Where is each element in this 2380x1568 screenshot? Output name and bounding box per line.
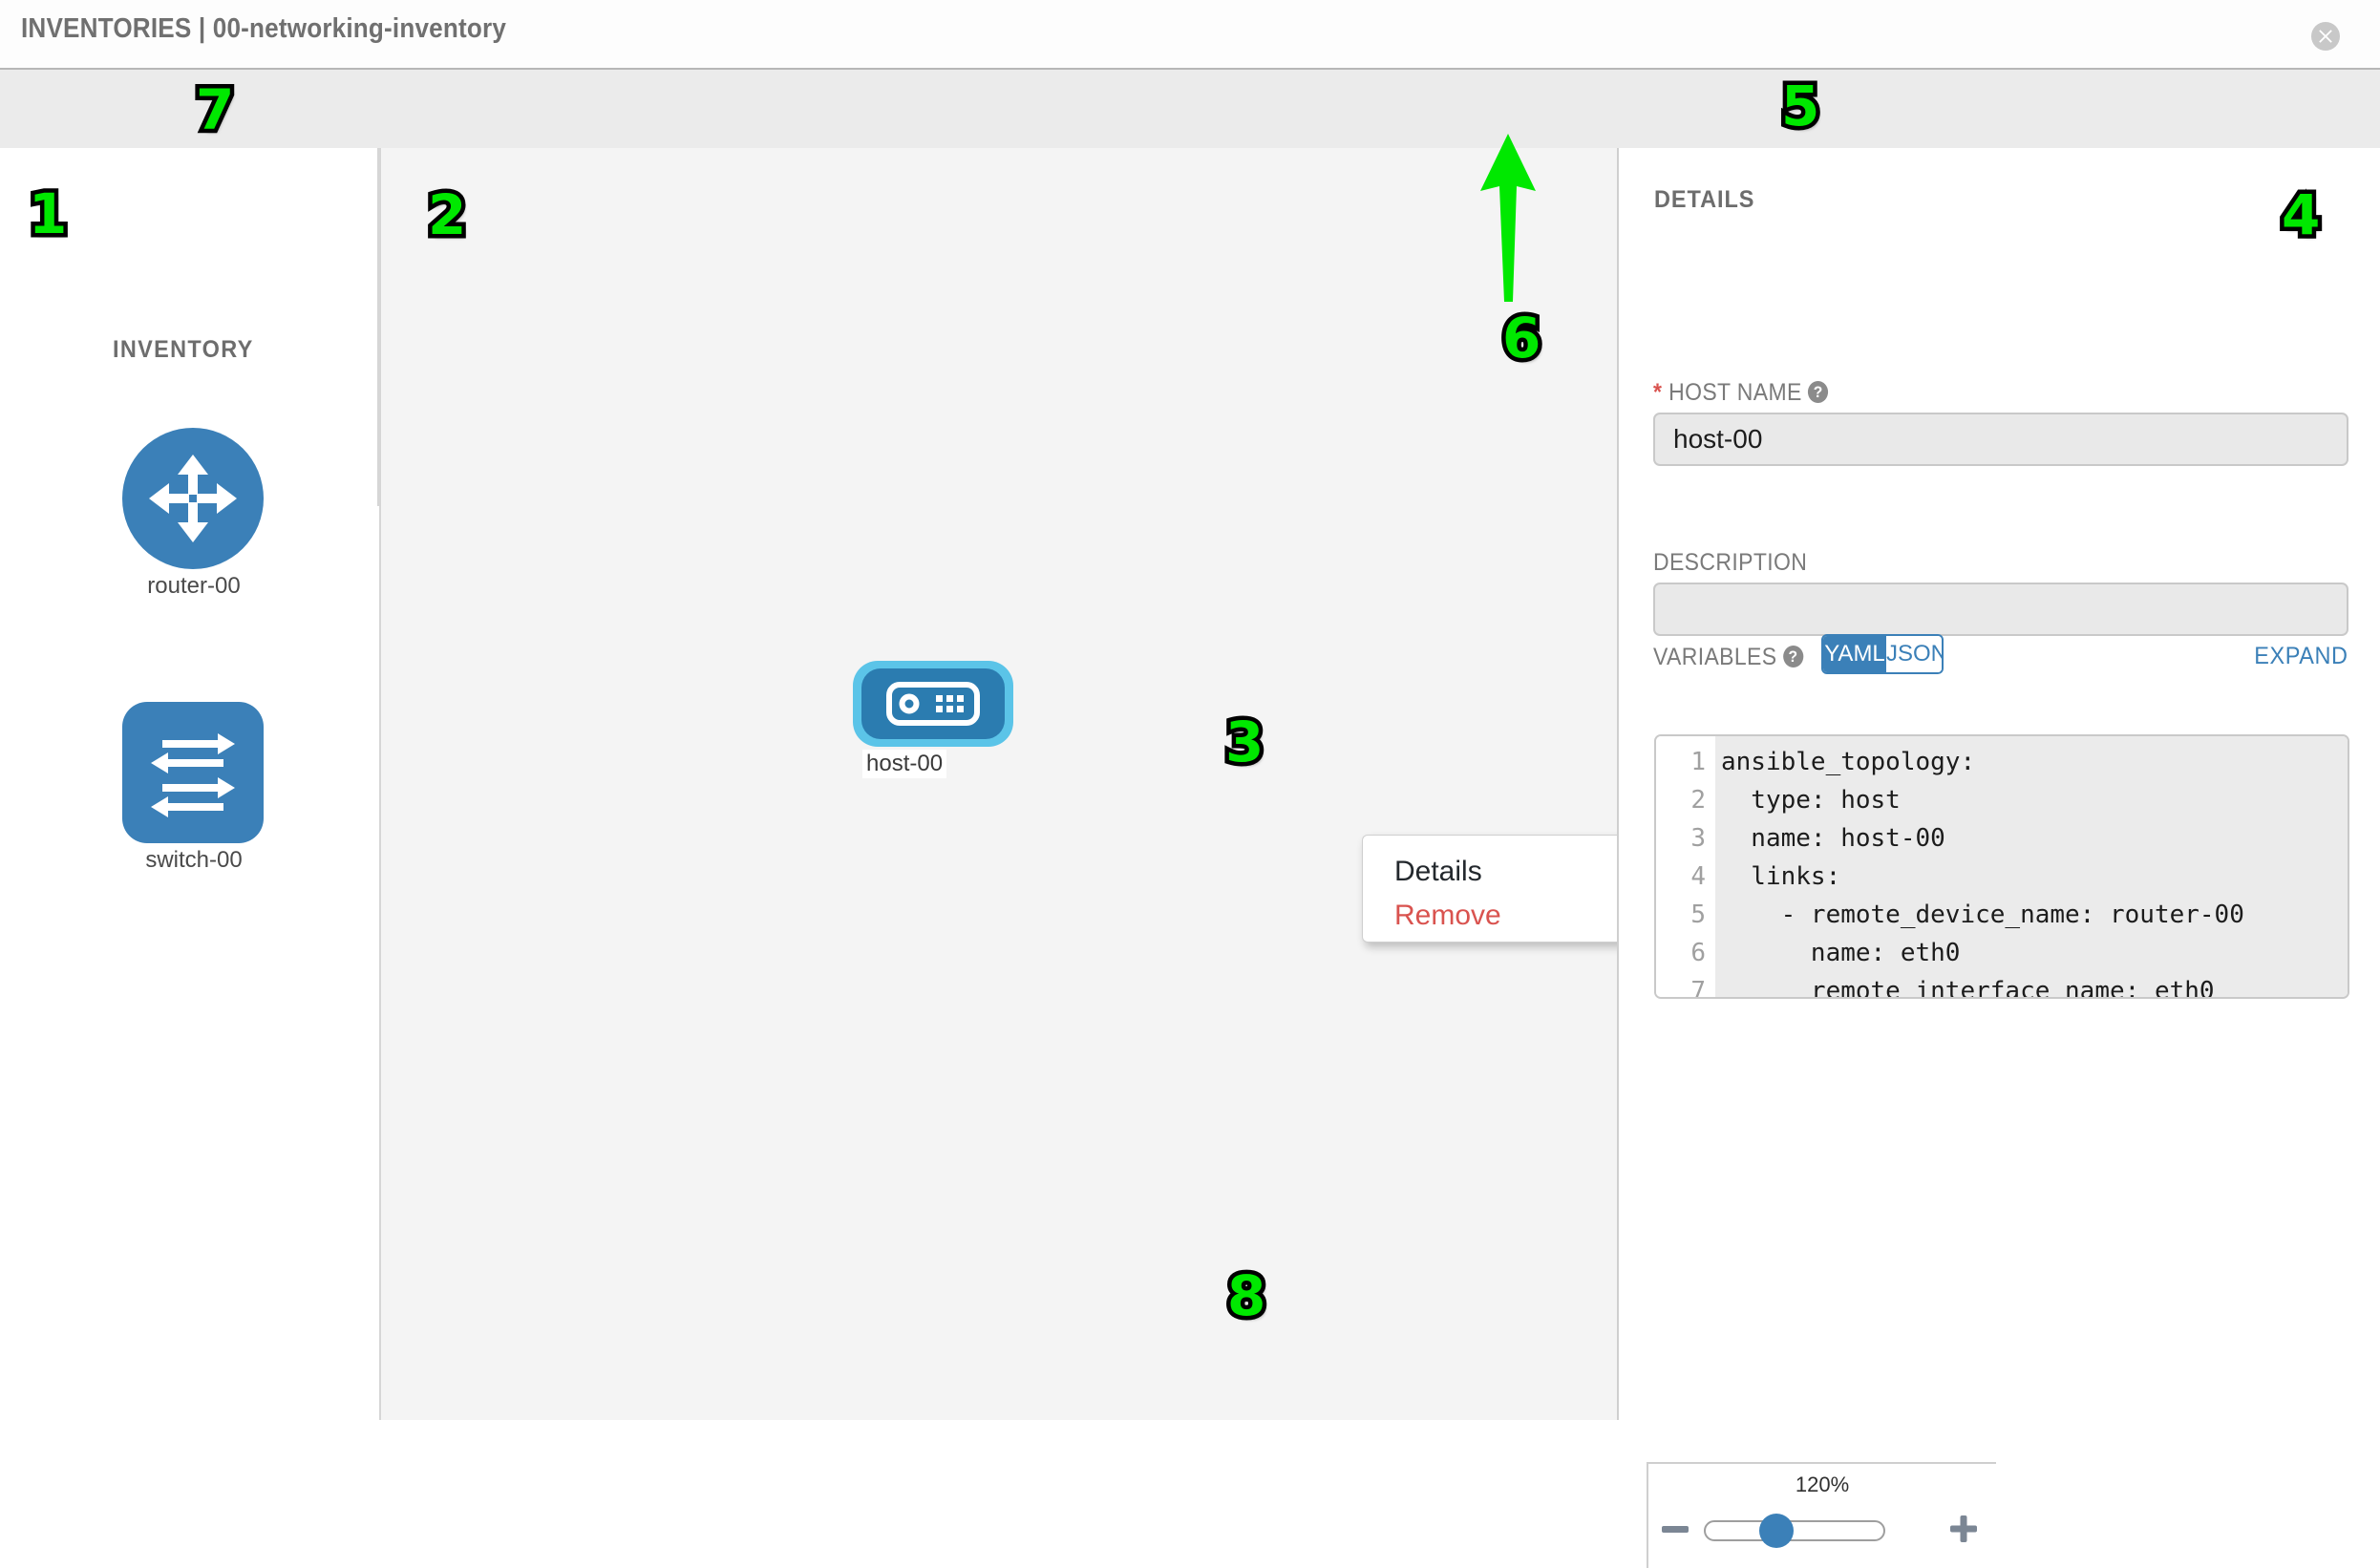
host-name-field[interactable]: host-00 bbox=[1653, 413, 2348, 466]
code-line-number: 2 bbox=[1690, 786, 1706, 815]
close-icon[interactable] bbox=[2311, 22, 2340, 51]
switch-icon bbox=[122, 702, 264, 843]
code-line-number: 6 bbox=[1690, 939, 1706, 967]
code-line-number: 4 bbox=[1690, 862, 1706, 891]
node-body bbox=[861, 668, 1005, 739]
code-line: links: bbox=[1721, 862, 1841, 891]
required-marker: * bbox=[1653, 379, 1663, 406]
page-title: INVENTORIES | 00-networking-inventory bbox=[21, 13, 507, 44]
code-line: name: eth0 bbox=[1721, 939, 1961, 967]
zoom-in-button[interactable] bbox=[1944, 1510, 1983, 1548]
palette-item-switch[interactable]: switch-00 bbox=[122, 702, 266, 873]
inventory-panel-title: INVENTORY bbox=[113, 336, 254, 363]
variables-label: VARIABLES? bbox=[1653, 644, 1804, 671]
zoom-slider-thumb[interactable] bbox=[1759, 1514, 1794, 1548]
annotation-number: 2 bbox=[423, 182, 470, 247]
canvas-node-host[interactable]: host-00 bbox=[853, 661, 1020, 802]
code-line: name: host-00 bbox=[1721, 824, 1945, 853]
server-icon bbox=[886, 682, 980, 731]
annotation-number: 1 bbox=[24, 181, 71, 246]
annotation-number: 8 bbox=[1222, 1263, 1269, 1328]
panel-divider bbox=[377, 148, 379, 506]
annotation-number: 6 bbox=[1498, 306, 1544, 371]
code-body[interactable]: ansible_topology: type: host name: host-… bbox=[1715, 736, 2348, 997]
code-line: type: host bbox=[1721, 786, 1901, 815]
format-option-yaml[interactable]: YAML bbox=[1823, 636, 1886, 672]
code-gutter: 1 2 3 4 5 6 7 bbox=[1656, 736, 1715, 997]
details-panel-title: DETAILS bbox=[1654, 186, 1755, 213]
window-header: INVENTORIES | 00-networking-inventory bbox=[0, 0, 2380, 70]
variables-label-text: VARIABLES bbox=[1653, 644, 1777, 670]
annotation-number: 4 bbox=[2277, 182, 2324, 247]
annotation-arrow-icon bbox=[1478, 132, 1538, 308]
zoom-out-button[interactable] bbox=[1656, 1510, 1694, 1548]
variables-code-editor[interactable]: 1 2 3 4 5 6 7 ansible_topology: type: host nam… bbox=[1654, 734, 2349, 999]
zoom-level-label: 120% bbox=[1795, 1473, 1850, 1496]
help-icon[interactable]: ? bbox=[1782, 646, 1804, 667]
code-line-number: 1 bbox=[1690, 748, 1706, 776]
zoom-control-panel: 120% bbox=[1647, 1462, 1996, 1568]
code-line-number: 7 bbox=[1690, 977, 1706, 999]
context-menu-item-remove[interactable]: Remove bbox=[1394, 900, 1501, 931]
annotation-number: 5 bbox=[1776, 74, 1823, 138]
code-line-number: 3 bbox=[1690, 824, 1706, 853]
annotation-number: 3 bbox=[1221, 710, 1267, 774]
code-line-number: 5 bbox=[1690, 901, 1706, 929]
code-line: remote_interface_name: eth0 bbox=[1721, 977, 2215, 999]
palette-item-router[interactable]: router-00 bbox=[122, 428, 266, 599]
description-label: DESCRIPTION bbox=[1653, 549, 1808, 576]
node-label: host-00 bbox=[862, 750, 947, 778]
annotation-number: 7 bbox=[191, 77, 238, 142]
code-line: - remote_device_name: router-00 bbox=[1721, 901, 2244, 929]
details-panel: DETAILS * HOST NAME? host-00 DESCRIPTION… bbox=[1617, 148, 2380, 1420]
router-icon bbox=[122, 428, 264, 569]
host-name-label-text: HOST NAME bbox=[1668, 379, 1802, 406]
variables-format-toggle[interactable]: YAML JSON bbox=[1821, 634, 1944, 674]
toolbar: ACTIONS SEARCH bbox=[0, 70, 2380, 205]
zoom-slider-track[interactable] bbox=[1704, 1520, 1885, 1541]
format-option-json[interactable]: JSON bbox=[1886, 636, 1942, 672]
description-field[interactable] bbox=[1653, 583, 2348, 636]
topology-canvas[interactable]: host-00 Details Remove 120% bbox=[379, 148, 1996, 1568]
expand-link[interactable]: EXPAND bbox=[2254, 643, 2348, 669]
help-icon[interactable]: ? bbox=[1808, 381, 1829, 403]
context-menu-item-details[interactable]: Details bbox=[1394, 856, 1482, 887]
host-name-label: * HOST NAME? bbox=[1653, 379, 1829, 407]
palette-item-label: router-00 bbox=[147, 573, 241, 599]
host-name-value: host-00 bbox=[1673, 424, 1763, 454]
inventory-panel: INVENTORY router-00 bbox=[0, 148, 379, 1420]
palette-item-label: switch-00 bbox=[145, 847, 243, 873]
code-line: ansible_topology: bbox=[1721, 748, 1976, 776]
